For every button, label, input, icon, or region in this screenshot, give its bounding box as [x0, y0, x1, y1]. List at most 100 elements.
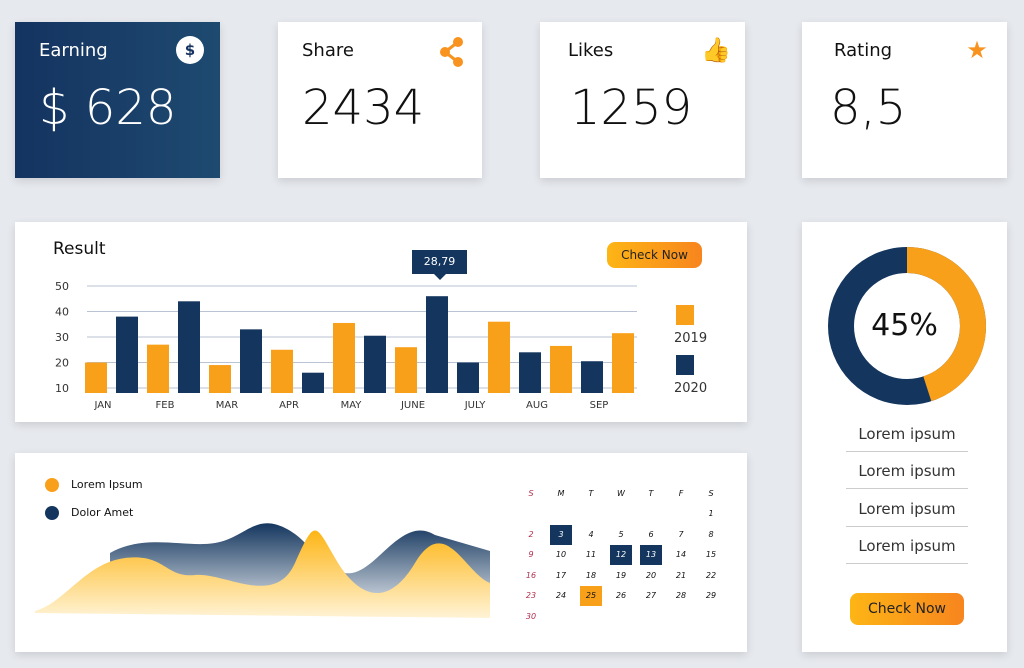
y-tick-label: 40 [55, 306, 69, 319]
bar-chart: 10 20 30 40 50 JAN FEB MAR APR MAY JUNE JULY AUG SEP 2… [55, 280, 707, 411]
likes-label: Likes [568, 40, 614, 61]
bar-2020-feb [178, 301, 200, 393]
bar-2020-july [457, 362, 479, 393]
weekday-label: M [557, 488, 565, 498]
likes-card: Likes 👍 1259 [540, 22, 745, 178]
bar-2019-may [333, 322, 355, 393]
area-chart [35, 523, 490, 618]
list-item[interactable]: Lorem ipsum [846, 537, 968, 564]
calendar-day[interactable]: 29 [705, 591, 717, 601]
y-tick-label: 30 [55, 331, 69, 344]
calendar-day[interactable]: 25 [580, 586, 602, 607]
bar-2019-aug [550, 345, 572, 393]
calendar-day[interactable]: 18 [585, 570, 597, 580]
calendar-day[interactable]: 24 [555, 591, 567, 601]
donut-card: 45% Lorem ipsum Lorem ipsum Lorem ipsum … [802, 222, 1007, 652]
calendar-day[interactable]: 30 [525, 611, 537, 621]
donut-value: 45% [871, 308, 938, 343]
rating-card: Rating ★ 8,5 [802, 22, 1007, 178]
likes-value: 1259 [570, 80, 693, 136]
calendar-day[interactable]: 3 [550, 524, 572, 545]
check-now-button-2[interactable]: Check Now [850, 593, 964, 625]
calendar-day[interactable]: 14 [675, 550, 687, 560]
bar-2019-feb [147, 344, 169, 393]
share-value: 2434 [302, 80, 425, 136]
bar-2019-june [395, 347, 417, 393]
weekday-label: T [648, 488, 654, 498]
calendar-day[interactable]: 19 [615, 570, 627, 580]
weekday-label: T [588, 488, 594, 498]
y-tick-label: 50 [55, 280, 69, 293]
x-tick-label: AUG [526, 400, 548, 411]
list-item[interactable]: Lorem ipsum [846, 500, 968, 527]
bar-2019-jan [85, 362, 107, 393]
star-icon: ★ [966, 36, 988, 64]
calendar-day[interactable]: 10 [555, 550, 567, 560]
list-item[interactable]: Lorem ipsum [846, 425, 968, 452]
area-card: Lorem Ipsum Dolor Amet [15, 453, 747, 652]
calendar-day[interactable]: 21 [675, 570, 687, 580]
x-tick-label: SEP [590, 400, 609, 411]
calendar-day[interactable]: 5 [618, 529, 624, 539]
x-tick-label: MAR [216, 400, 238, 411]
calendar-day[interactable]: 22 [705, 570, 717, 580]
bar-2020-apr [302, 372, 324, 393]
y-tick-label: 20 [55, 357, 69, 370]
calendar-day[interactable]: 20 [645, 570, 657, 580]
calendar-day[interactable]: 8 [708, 529, 714, 539]
rating-label: Rating [834, 40, 893, 61]
dollar-icon: $ [176, 36, 204, 64]
calendar-day[interactable]: 17 [555, 570, 567, 580]
thumbs-up-icon: 👍 [701, 36, 731, 64]
legend-swatch-2020 [676, 355, 694, 375]
tooltip: 28,79 [412, 250, 467, 274]
share-card: Share 2434 [278, 22, 482, 178]
calendar-day[interactable]: 16 [525, 570, 537, 580]
weekday-label: S [528, 488, 534, 498]
tooltip-arrow [434, 274, 446, 286]
list-item[interactable]: Lorem ipsum [846, 462, 968, 489]
x-tick-label: JULY [464, 400, 487, 411]
x-tick-label: JAN [93, 400, 111, 411]
donut-chart [828, 247, 986, 405]
earning-value: $ 628 [39, 80, 177, 136]
calendar-day[interactable]: 4 [588, 529, 594, 539]
check-now-button[interactable]: Check Now [607, 242, 702, 268]
calendar-day[interactable]: 9 [528, 550, 534, 560]
earning-card: Earning $ $ 628 [15, 22, 220, 178]
bar-2020-sep [581, 361, 603, 393]
y-tick-label: 10 [55, 382, 69, 395]
share-label: Share [302, 40, 354, 61]
legend-label: Lorem Ipsum [71, 478, 143, 491]
x-tick-label: JUNE [400, 400, 425, 411]
calendar-day[interactable]: 6 [648, 529, 654, 539]
bar-2019-mar [209, 365, 231, 393]
calendar-day[interactable]: 13 [640, 545, 662, 566]
bar-2019-july [488, 321, 510, 393]
calendar-day[interactable]: 15 [705, 550, 717, 560]
calendar-day[interactable]: 1 [708, 509, 714, 519]
calendar-day[interactable]: 12 [610, 545, 632, 566]
calendar-day[interactable]: 28 [675, 591, 687, 601]
area-series-lorem [35, 530, 490, 618]
bar-2019-apr [271, 349, 293, 393]
calendar-day[interactable]: 11 [585, 550, 597, 560]
legend-swatch-2019 [676, 305, 694, 325]
calendar-day[interactable]: 23 [525, 591, 537, 601]
calendar-day[interactable]: 2 [528, 529, 534, 539]
weekday-label: F [678, 488, 684, 498]
calendar-day[interactable]: 7 [678, 529, 684, 539]
share-icon [438, 36, 466, 67]
bar-2020-may [364, 335, 386, 393]
legend-label-2019: 2019 [674, 331, 707, 346]
calendar-day[interactable]: 26 [615, 591, 627, 601]
rating-value: 8,5 [830, 80, 907, 136]
earning-label: Earning [39, 40, 108, 61]
legend-label: Dolor Amet [71, 506, 134, 519]
legend-dot-orange [45, 478, 59, 492]
result-card: Result Check Now 10 20 30 40 50 JAN FEB MAR APR M… [15, 222, 747, 422]
calendar-day[interactable]: 27 [645, 591, 657, 601]
x-tick-label: APR [279, 400, 299, 411]
bar-2020-aug [519, 352, 541, 393]
weekday-label: W [617, 488, 625, 498]
